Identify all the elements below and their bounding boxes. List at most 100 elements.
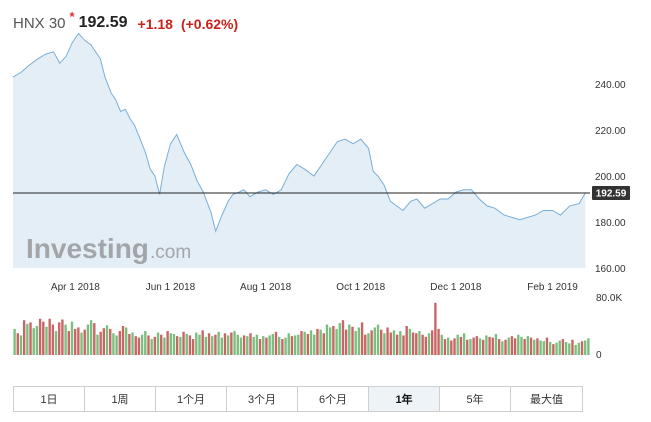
volume-bar bbox=[494, 333, 498, 355]
range-button-0[interactable]: 1日 bbox=[14, 387, 85, 411]
volume-bar bbox=[552, 344, 555, 356]
volume-bar bbox=[70, 321, 74, 355]
volume-bar bbox=[86, 324, 90, 355]
volume-bar bbox=[488, 336, 491, 356]
volume-bar bbox=[255, 334, 259, 355]
volume-bar bbox=[571, 339, 574, 355]
volume-bar bbox=[402, 335, 405, 355]
volume-bar bbox=[564, 341, 568, 355]
range-button-1[interactable]: 1周 bbox=[85, 387, 156, 411]
volume-bar bbox=[13, 328, 16, 355]
volume-bar bbox=[124, 327, 128, 355]
volume-bar bbox=[421, 334, 424, 355]
volume-bar bbox=[102, 328, 106, 355]
volume-bar bbox=[233, 331, 236, 355]
volume-bar bbox=[271, 333, 275, 355]
volume-bar bbox=[277, 336, 281, 356]
price-change: +1.18 bbox=[137, 16, 173, 32]
volume-bar bbox=[462, 333, 466, 355]
volume-bar bbox=[561, 339, 565, 355]
volume-bar bbox=[38, 318, 42, 355]
volume-chart bbox=[13, 302, 590, 356]
volume-bar bbox=[485, 335, 488, 355]
volume-bar bbox=[32, 328, 35, 355]
volume-bar bbox=[341, 320, 345, 355]
volume-bar bbox=[529, 337, 533, 355]
volume-bar bbox=[64, 324, 67, 355]
range-button-3[interactable]: 3个月 bbox=[227, 387, 298, 411]
volume-bar bbox=[392, 330, 396, 355]
volume-bar bbox=[185, 333, 188, 355]
volume-bar bbox=[175, 336, 179, 355]
volume-bar bbox=[539, 340, 542, 355]
watermark-brand: Investing bbox=[26, 233, 149, 264]
volume-bar bbox=[150, 339, 153, 355]
volume-bar bbox=[188, 335, 192, 355]
volume-bar bbox=[297, 334, 300, 355]
volume-bar bbox=[415, 333, 418, 355]
volume-bar bbox=[507, 337, 510, 355]
volume-bar bbox=[517, 334, 520, 355]
investing-watermark: Investing .com bbox=[26, 233, 191, 264]
volume-bar bbox=[443, 339, 447, 355]
volume-bar bbox=[322, 333, 326, 355]
volume-bar bbox=[446, 337, 450, 355]
range-button-6[interactable]: 5年 bbox=[440, 387, 511, 411]
volume-bar bbox=[450, 340, 453, 355]
volume-bar bbox=[418, 331, 421, 355]
volume-bar bbox=[281, 339, 284, 355]
volume-bar bbox=[325, 324, 329, 355]
price-area bbox=[13, 33, 586, 269]
volume-bar bbox=[482, 339, 485, 355]
quote-header: HNX 30 * 192.59 +1.18 (+0.62%) bbox=[13, 8, 238, 38]
volume-bar bbox=[389, 332, 392, 355]
volume-bar bbox=[51, 324, 55, 355]
volume-bar bbox=[424, 336, 428, 356]
volume-bar bbox=[427, 333, 431, 355]
volume-bar bbox=[131, 332, 134, 355]
volume-bar bbox=[395, 334, 399, 355]
volume-bar bbox=[73, 328, 77, 355]
price-chart[interactable]: 192.59 240.00 220.00 200.00 180.00 160.00 Ap… bbox=[0, 0, 651, 380]
volume-bar bbox=[348, 324, 351, 355]
volume-bar bbox=[166, 331, 169, 355]
volume-bar bbox=[29, 322, 32, 356]
range-button-2[interactable]: 1个月 bbox=[156, 387, 227, 411]
volume-bar bbox=[376, 324, 380, 355]
volume-bar bbox=[220, 337, 223, 355]
volume-bar bbox=[226, 335, 230, 355]
volume-bar bbox=[497, 339, 501, 355]
y-tick-label: 240.00 bbox=[595, 80, 626, 91]
x-tick-label: Dec 1 2018 bbox=[430, 282, 482, 293]
x-tick-label: Aug 1 2018 bbox=[240, 282, 292, 293]
range-button-7[interactable]: 最大值 bbox=[511, 387, 582, 411]
volume-bar bbox=[48, 318, 51, 355]
volume-bar bbox=[437, 328, 440, 355]
volume-bar bbox=[230, 332, 233, 355]
volume-bar bbox=[459, 336, 463, 356]
volume-bar bbox=[274, 331, 278, 355]
volume-bar bbox=[137, 337, 141, 355]
volume-bar bbox=[265, 337, 268, 355]
volume-bar bbox=[434, 302, 437, 355]
volume-bar bbox=[383, 333, 386, 355]
volume-tick-label: 80.0K bbox=[596, 293, 622, 304]
volume-bar bbox=[61, 319, 64, 355]
volume-bar bbox=[357, 327, 361, 355]
volume-bar bbox=[351, 326, 354, 355]
volume-bar bbox=[22, 320, 26, 355]
volume-bar bbox=[211, 336, 214, 355]
range-button-4[interactable]: 6个月 bbox=[298, 387, 369, 411]
volume-bar bbox=[568, 343, 571, 355]
range-button-5[interactable]: 1年 bbox=[369, 387, 440, 411]
volume-bar bbox=[491, 337, 494, 355]
y-axis: 240.00 220.00 200.00 180.00 160.00 bbox=[595, 80, 626, 275]
volume-bar bbox=[99, 331, 102, 355]
volume-bar bbox=[475, 336, 479, 355]
volume-bar bbox=[249, 333, 252, 355]
volume-bar bbox=[548, 341, 552, 355]
volume-bar bbox=[172, 333, 176, 355]
volume-bar bbox=[306, 333, 310, 355]
realtime-star-icon: * bbox=[69, 9, 75, 24]
volume-bar bbox=[300, 331, 303, 355]
